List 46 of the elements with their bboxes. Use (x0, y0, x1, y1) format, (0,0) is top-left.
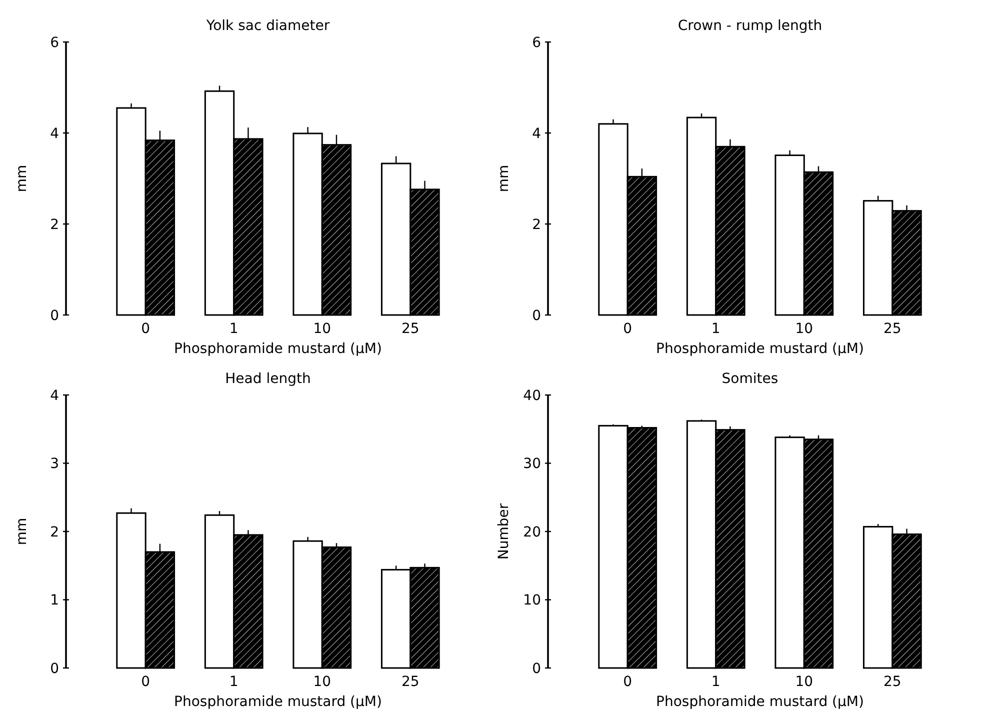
x-tick-label: 10 (795, 674, 814, 690)
x-tick-label: 25 (402, 674, 420, 690)
y-tick-label: 2 (50, 524, 59, 540)
chart-title: Crown - rump length (678, 18, 822, 34)
y-tick-label: 4 (532, 126, 542, 142)
y-tick-label: 1 (50, 592, 59, 609)
y-tick-label: 30 (523, 456, 541, 472)
x-axis-title: Phosphoramide mustard (μM) (656, 694, 864, 710)
y-tick-label: 4 (50, 388, 60, 404)
y-axis-title: Number (496, 503, 512, 560)
y-axis-title: mm (14, 518, 30, 546)
x-tick-label: 0 (623, 321, 632, 337)
y-tick-label: 0 (532, 660, 541, 677)
x-tick-label: 25 (402, 321, 420, 337)
x-tick-label: 0 (141, 321, 150, 337)
y-tick-label: 0 (532, 308, 541, 324)
x-tick-label: 10 (795, 321, 814, 337)
x-tick-label: 1 (229, 674, 238, 690)
x-tick-label: 1 (711, 674, 720, 690)
y-tick-label: 4 (50, 126, 60, 142)
x-tick-label: 1 (711, 321, 720, 337)
y-tick-label: 20 (523, 524, 541, 540)
y-tick-label: 2 (532, 216, 541, 233)
y-tick-label: 0 (50, 308, 59, 324)
x-tick-label: 0 (141, 674, 150, 690)
x-tick-label: 25 (884, 321, 902, 337)
x-axis-title: Phosphoramide mustard (μM) (656, 341, 864, 357)
x-axis-title: Phosphoramide mustard (μM) (174, 341, 382, 357)
y-tick-label: 10 (523, 592, 541, 609)
y-tick-label: 6 (532, 34, 542, 51)
y-tick-label: 0 (50, 660, 59, 677)
chart-title: Somites (722, 371, 778, 387)
y-tick-label: 2 (50, 216, 59, 233)
y-axis-title: mm (14, 164, 30, 192)
y-tick-label: 3 (50, 456, 59, 472)
chart-title: Yolk sac diameter (205, 18, 330, 34)
x-tick-label: 25 (884, 674, 902, 690)
x-tick-label: 0 (623, 674, 632, 690)
x-tick-label: 1 (229, 321, 238, 337)
y-axis-title: mm (496, 164, 512, 192)
x-tick-label: 10 (313, 321, 332, 337)
x-axis-title: Phosphoramide mustard (μM) (174, 694, 382, 710)
chart-title: Head length (225, 371, 311, 387)
y-tick-label: 40 (523, 388, 541, 404)
x-tick-label: 10 (313, 674, 332, 690)
y-tick-label: 6 (50, 34, 60, 51)
